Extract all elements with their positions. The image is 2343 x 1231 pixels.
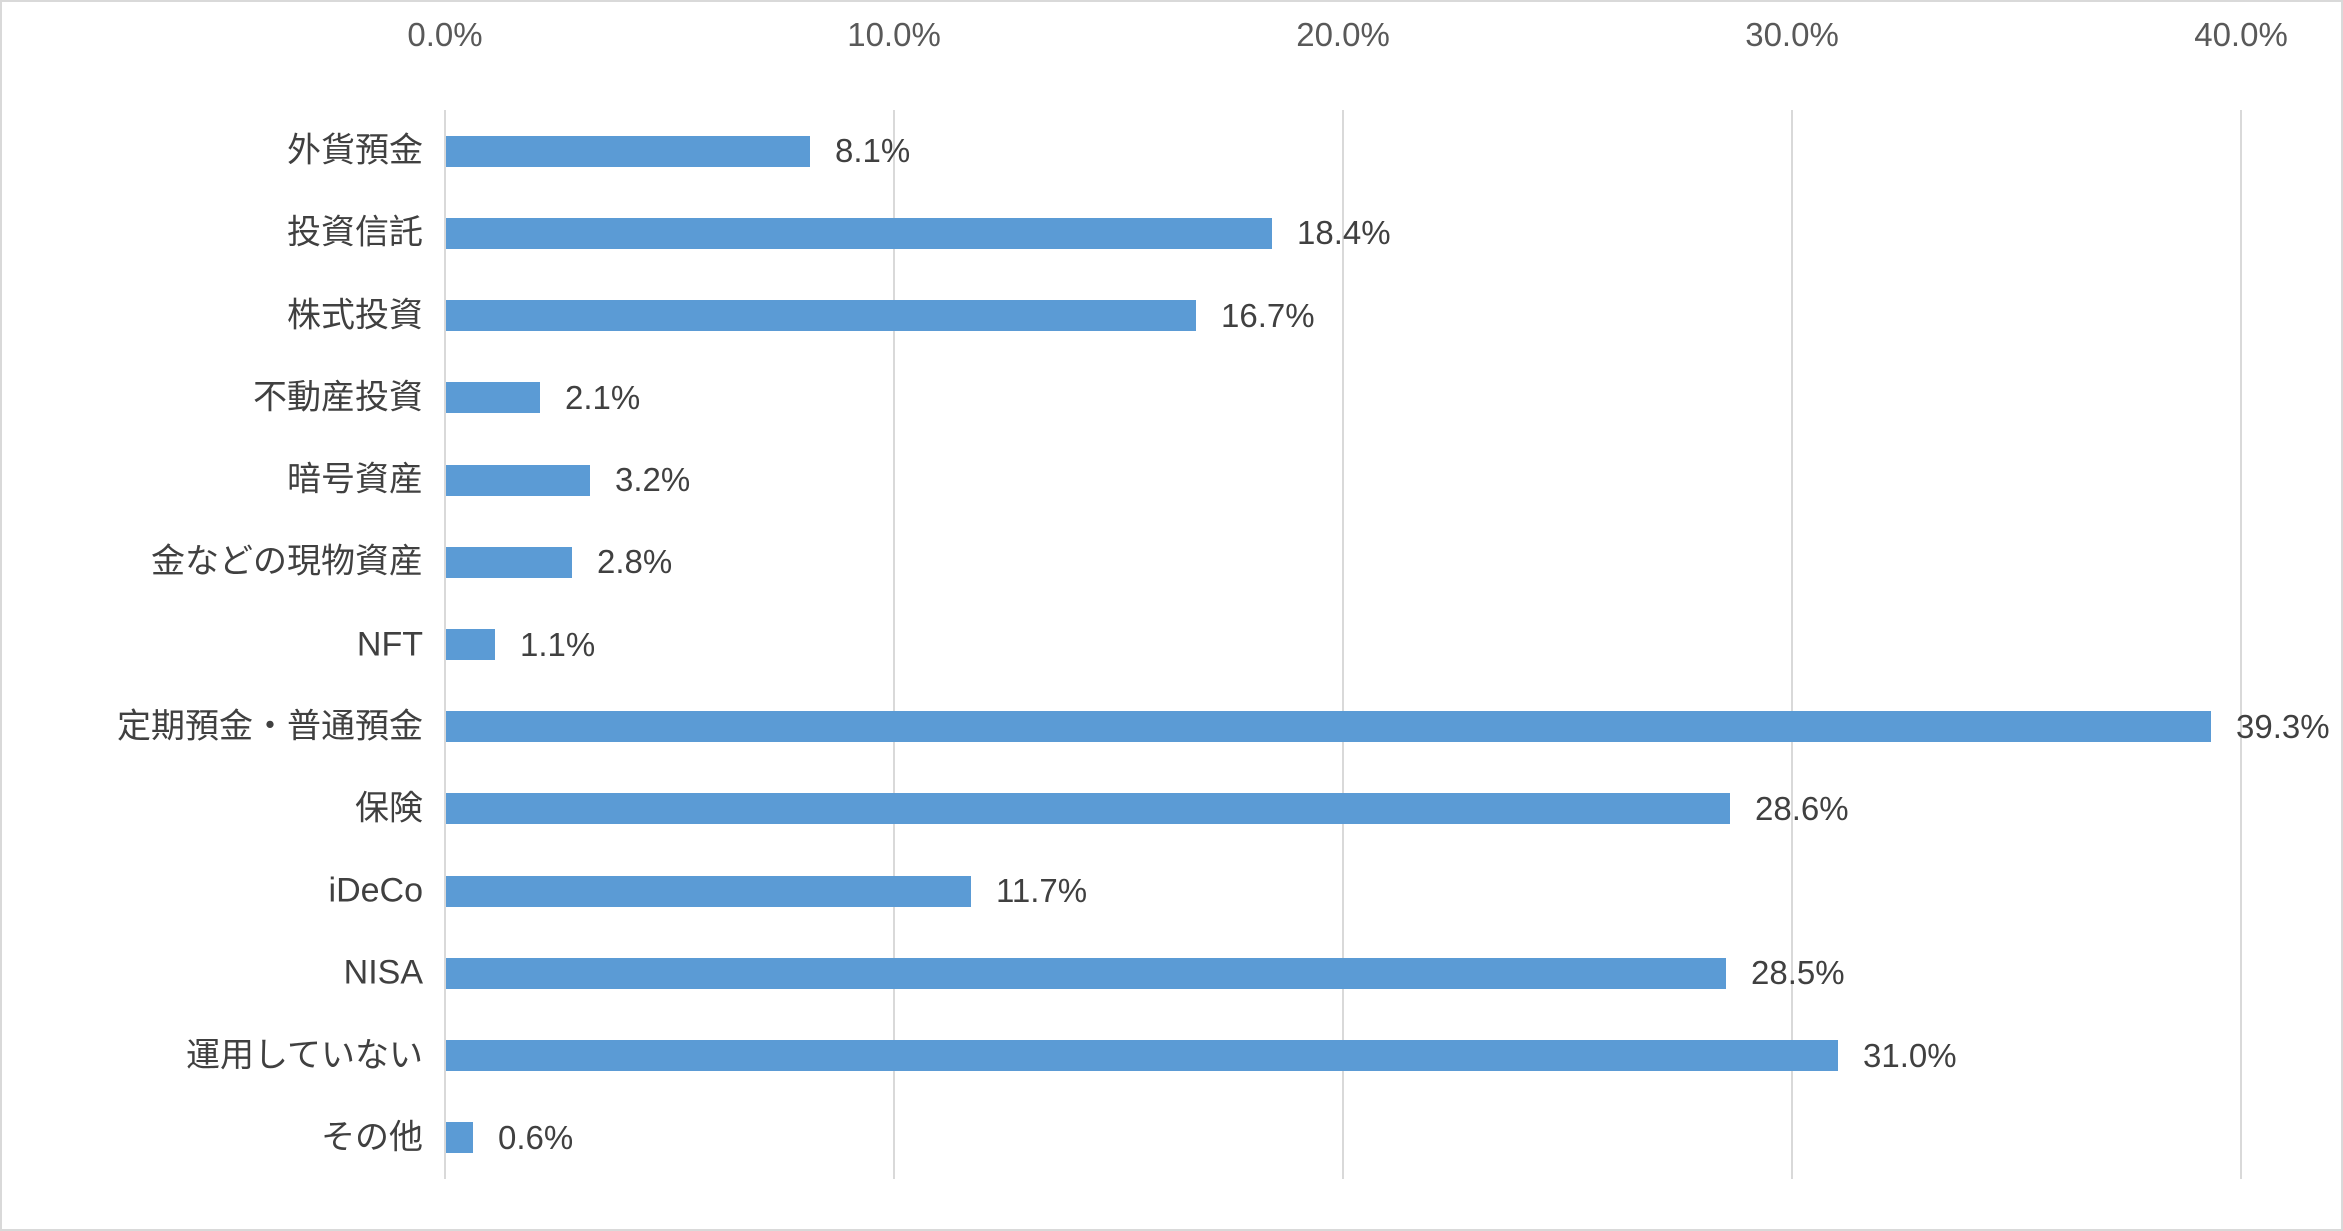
- x-axis-tick-label: 0.0%: [407, 16, 483, 53]
- bar-8: [446, 711, 2211, 743]
- data-label: 16.7%: [1221, 296, 1315, 334]
- gridline: [1791, 110, 1793, 1179]
- data-label: 18.4%: [1297, 214, 1391, 252]
- gridline: [893, 110, 895, 1179]
- bar-6: [446, 546, 572, 578]
- bar-4: [446, 382, 540, 414]
- data-label: 2.8%: [597, 543, 673, 581]
- x-axis-tick-label: 10.0%: [847, 16, 941, 53]
- y-axis-line: [444, 110, 446, 1179]
- bar-2: [446, 217, 1272, 249]
- gridline: [2240, 110, 2242, 1179]
- bar-7: [446, 629, 495, 660]
- bar-1: [446, 135, 810, 167]
- category-label: 暗号資産: [287, 460, 423, 499]
- bar-3: [446, 300, 1196, 332]
- category-label: NFT: [356, 624, 423, 663]
- data-label: 3.2%: [615, 461, 691, 499]
- data-label: 2.1%: [565, 378, 641, 416]
- x-axis-tick-label: 30.0%: [1745, 16, 1839, 53]
- bar-10: [446, 875, 971, 907]
- category-label: 投資信託: [287, 213, 423, 252]
- category-label: NISA: [343, 953, 423, 992]
- data-label: 8.1%: [835, 132, 911, 170]
- category-label: iDeCo: [328, 871, 423, 910]
- bar-9: [446, 793, 1730, 825]
- data-label: 0.6%: [498, 1118, 574, 1156]
- category-label: その他: [321, 1118, 423, 1157]
- x-axis-tick-label: 20.0%: [1296, 16, 1390, 53]
- data-label: 28.6%: [1755, 789, 1849, 827]
- bar-13: [446, 1122, 473, 1154]
- category-label: 定期預金・普通預金: [117, 707, 423, 746]
- gridline: [1342, 110, 1344, 1179]
- data-label: 39.3%: [2236, 707, 2330, 745]
- category-label: 金などの現物資産: [151, 542, 423, 581]
- category-label: 外貨預金: [287, 131, 423, 170]
- x-axis-tick-label: 40.0%: [2194, 16, 2288, 53]
- category-label: 保険: [355, 789, 423, 828]
- data-label: 11.7%: [996, 872, 1088, 910]
- category-label: 株式投資: [287, 295, 423, 334]
- data-label: 31.0%: [1863, 1036, 1957, 1074]
- bar-12: [446, 1040, 1838, 1072]
- bar-5: [446, 464, 590, 496]
- data-label: 28.5%: [1751, 954, 1845, 992]
- data-label: 1.1%: [520, 625, 596, 663]
- bar-11: [446, 957, 1726, 989]
- category-label: 運用していない: [186, 1035, 423, 1074]
- category-label: 不動産投資: [253, 378, 423, 417]
